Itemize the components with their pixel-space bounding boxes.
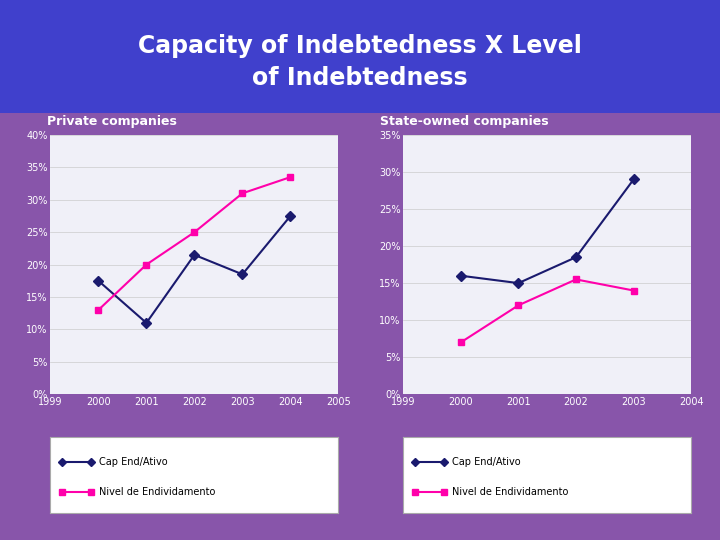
Text: of Indebtedness: of Indebtedness bbox=[252, 66, 468, 90]
Text: Nivel de Endividamento: Nivel de Endividamento bbox=[99, 487, 216, 497]
Text: Cap End/Ativo: Cap End/Ativo bbox=[452, 457, 521, 467]
Text: Nivel de Endividamento: Nivel de Endividamento bbox=[452, 487, 569, 497]
Text: Private companies: Private companies bbox=[47, 115, 176, 128]
Text: State-owned companies: State-owned companies bbox=[380, 115, 549, 128]
Text: Capacity of Indebtedness X Level: Capacity of Indebtedness X Level bbox=[138, 34, 582, 58]
Text: Cap End/Ativo: Cap End/Ativo bbox=[99, 457, 168, 467]
